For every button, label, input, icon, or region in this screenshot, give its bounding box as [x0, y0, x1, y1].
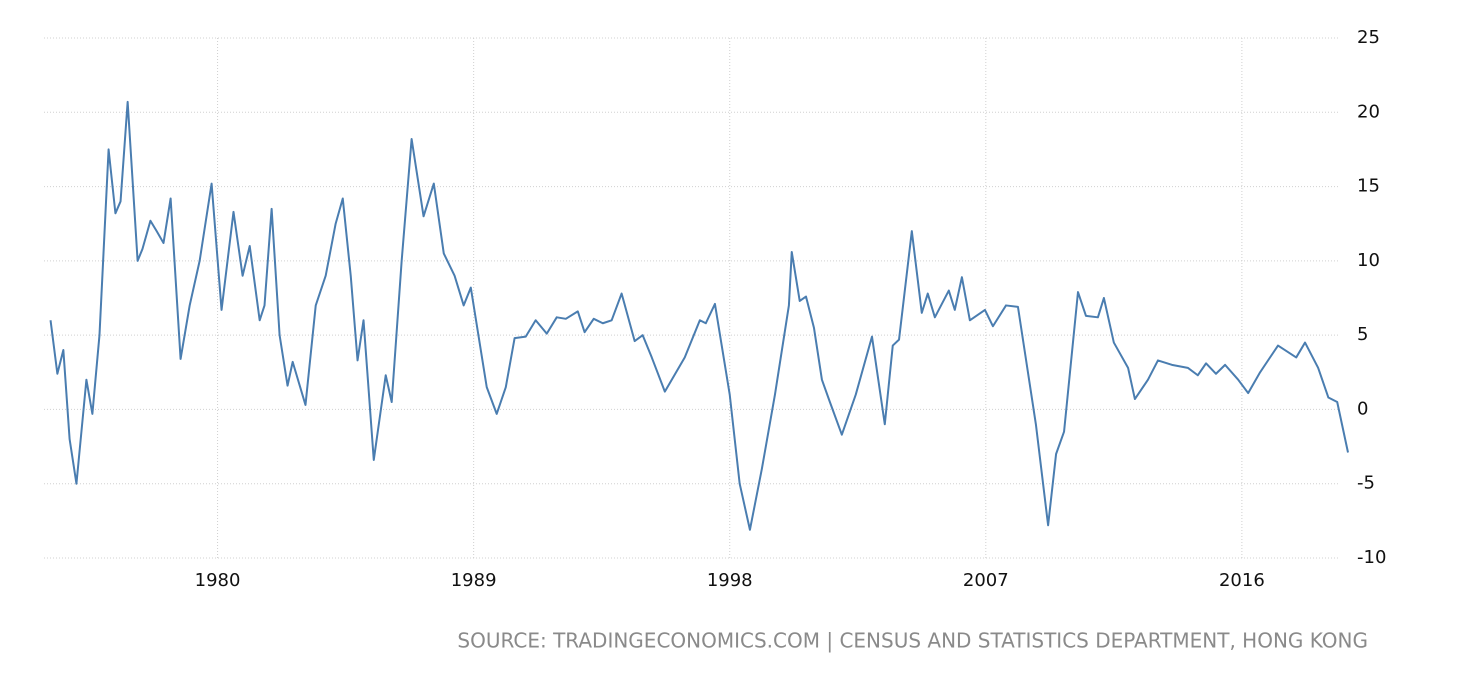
y-tick-label: 5 [1357, 324, 1368, 345]
data-line [49, 100, 1349, 531]
x-tick-label: 1998 [707, 570, 753, 591]
y-tick-label: 15 [1357, 176, 1380, 197]
y-tick-label: 25 [1357, 27, 1380, 48]
source: SOURCE: TRADINGECONOMICS.COM | CENSUS AN… [457, 629, 1368, 653]
x-tick-label: 2016 [1219, 570, 1265, 591]
y-tick-label: -10 [1357, 547, 1386, 568]
y-tick-label: 10 [1357, 250, 1380, 271]
x-tick-label: 1989 [451, 570, 497, 591]
x-tick-label: 1980 [195, 570, 241, 591]
y-tick-label: -5 [1357, 473, 1375, 494]
y-tick-label: 20 [1357, 101, 1380, 122]
x-tick-label: 2007 [963, 570, 1009, 591]
y-tick-label: 0 [1357, 398, 1368, 419]
